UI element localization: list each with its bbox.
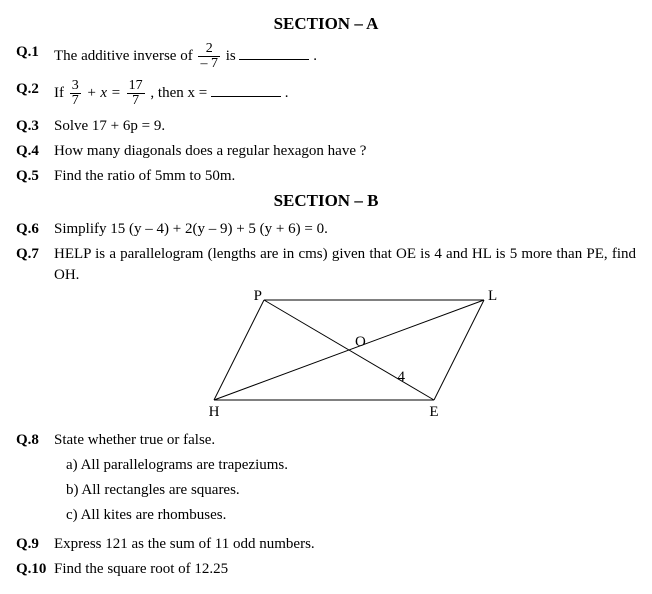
- question-7: Q.7 HELP is a parallelogram (lengths are…: [16, 244, 636, 426]
- question-10: Q.10 Find the square root of 12.25: [16, 559, 636, 580]
- question-8: Q.8 State whether true or false. a) All …: [16, 430, 636, 530]
- q1-text-mid: is: [226, 48, 240, 64]
- q3-number: Q.3: [16, 116, 54, 137]
- q2-body: If 3 7 + x = 17 7 , then x = .: [54, 79, 636, 108]
- question-3: Q.3 Solve 17 + 6p = 9.: [16, 116, 636, 137]
- q8-item-a: a) All parallelograms are trapeziums.: [66, 455, 636, 476]
- q2-blank: [211, 81, 281, 97]
- q2-frac2-den: 7: [127, 94, 145, 108]
- q1-fraction: 2 – 7: [198, 42, 220, 71]
- question-4: Q.4 How many diagonals does a regular he…: [16, 141, 636, 162]
- q2-text-mid: , then x =: [150, 85, 211, 101]
- q3-text: Solve 17 + 6p = 9.: [54, 116, 636, 137]
- q1-frac-den: – 7: [198, 57, 220, 71]
- q8-number: Q.8: [16, 430, 54, 451]
- section-b-title: SECTION – B: [16, 191, 636, 211]
- q2-frac1-num: 3: [70, 79, 81, 94]
- q2-text-after: .: [285, 85, 289, 101]
- q1-text-before: The additive inverse of: [54, 48, 196, 64]
- svg-text:L: L: [488, 290, 497, 304]
- svg-text:H: H: [209, 404, 220, 420]
- q5-number: Q.5: [16, 166, 54, 187]
- q7-figure-wrap: O 4 P L H E: [54, 290, 636, 420]
- q8-item-b: b) All rectangles are squares.: [66, 480, 636, 501]
- svg-text:4: 4: [398, 369, 406, 385]
- q10-number: Q.10: [16, 559, 54, 580]
- q2-number: Q.2: [16, 79, 54, 100]
- q2-plus-x: + x =: [87, 85, 121, 101]
- q10-text: Find the square root of 12.25: [54, 559, 636, 580]
- question-9: Q.9 Express 121 as the sum of 11 odd num…: [16, 534, 636, 555]
- q1-body: The additive inverse of 2 – 7 is .: [54, 42, 636, 71]
- question-1: Q.1 The additive inverse of 2 – 7 is .: [16, 42, 636, 71]
- svg-text:O: O: [355, 334, 366, 350]
- svg-text:E: E: [429, 404, 438, 420]
- q1-number: Q.1: [16, 42, 54, 63]
- q9-number: Q.9: [16, 534, 54, 555]
- q4-text: How many diagonals does a regular hexago…: [54, 141, 636, 162]
- q8-sublist: a) All parallelograms are trapeziums. b)…: [66, 455, 636, 526]
- q7-body: HELP is a parallelogram (lengths are in …: [54, 244, 636, 426]
- q2-frac1-den: 7: [70, 94, 81, 108]
- q1-text-after: .: [313, 48, 317, 64]
- question-5: Q.5 Find the ratio of 5mm to 50m.: [16, 166, 636, 187]
- q6-number: Q.6: [16, 219, 54, 240]
- q8-text: State whether true or false.: [54, 430, 636, 451]
- q8-body: State whether true or false. a) All para…: [54, 430, 636, 530]
- section-a-title: SECTION – A: [16, 14, 636, 34]
- question-2: Q.2 If 3 7 + x = 17 7 , then x = .: [16, 79, 636, 108]
- q7-number: Q.7: [16, 244, 54, 265]
- q1-blank: [239, 44, 309, 60]
- q2-text-before: If: [54, 85, 68, 101]
- q9-text: Express 121 as the sum of 11 odd numbers…: [54, 534, 636, 555]
- q1-frac-num: 2: [198, 42, 220, 57]
- q4-number: Q.4: [16, 141, 54, 162]
- q2-fraction-2: 17 7: [127, 79, 145, 108]
- svg-text:P: P: [254, 290, 262, 304]
- q8-item-c: c) All kites are rhombuses.: [66, 505, 636, 526]
- q7-text: HELP is a parallelogram (lengths are in …: [54, 244, 636, 286]
- question-6: Q.6 Simplify 15 (y – 4) + 2(y – 9) + 5 (…: [16, 219, 636, 240]
- q6-text: Simplify 15 (y – 4) + 2(y – 9) + 5 (y + …: [54, 219, 636, 240]
- q2-fraction-1: 3 7: [70, 79, 81, 108]
- q2-frac2-num: 17: [127, 79, 145, 94]
- parallelogram-figure: O 4 P L H E: [204, 290, 504, 420]
- q5-text: Find the ratio of 5mm to 50m.: [54, 166, 636, 187]
